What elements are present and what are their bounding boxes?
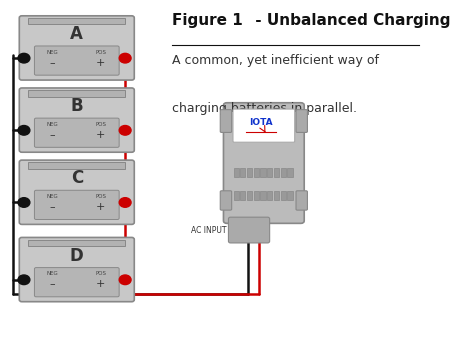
Bar xyxy=(261,168,265,177)
Bar xyxy=(267,191,273,200)
Bar xyxy=(240,168,246,177)
FancyBboxPatch shape xyxy=(35,190,119,219)
FancyBboxPatch shape xyxy=(220,110,232,132)
Text: +: + xyxy=(96,279,106,289)
Text: –: – xyxy=(50,202,55,212)
Bar xyxy=(281,168,286,177)
Bar xyxy=(254,191,259,200)
Bar xyxy=(234,191,239,200)
FancyBboxPatch shape xyxy=(35,118,119,147)
Circle shape xyxy=(18,275,30,285)
Text: NEG: NEG xyxy=(47,194,58,199)
Bar xyxy=(261,191,265,200)
Text: POS: POS xyxy=(95,271,107,276)
Bar xyxy=(281,191,286,200)
Bar xyxy=(287,168,292,177)
FancyBboxPatch shape xyxy=(35,46,119,75)
Bar xyxy=(287,191,292,200)
Bar xyxy=(28,18,125,24)
Text: NEG: NEG xyxy=(47,271,58,276)
Text: NEG: NEG xyxy=(47,50,58,55)
Bar xyxy=(28,239,125,246)
FancyBboxPatch shape xyxy=(296,110,308,132)
FancyBboxPatch shape xyxy=(220,191,232,210)
Bar xyxy=(254,168,259,177)
FancyBboxPatch shape xyxy=(19,160,134,224)
Circle shape xyxy=(119,53,131,63)
Text: charging batteries in parallel.: charging batteries in parallel. xyxy=(172,102,357,115)
FancyBboxPatch shape xyxy=(233,109,295,142)
Circle shape xyxy=(18,126,30,135)
Text: POS: POS xyxy=(95,122,107,127)
FancyBboxPatch shape xyxy=(19,88,134,152)
Circle shape xyxy=(119,126,131,135)
Bar xyxy=(240,191,246,200)
Bar xyxy=(274,191,279,200)
Circle shape xyxy=(18,53,30,63)
Text: –: – xyxy=(50,130,55,140)
Text: –: – xyxy=(50,58,55,68)
FancyBboxPatch shape xyxy=(296,191,308,210)
Circle shape xyxy=(18,198,30,207)
Circle shape xyxy=(119,275,131,285)
Bar xyxy=(267,168,273,177)
Circle shape xyxy=(119,198,131,207)
Text: A common, yet inefficient way of: A common, yet inefficient way of xyxy=(172,54,379,67)
Bar xyxy=(274,168,279,177)
FancyBboxPatch shape xyxy=(223,103,304,223)
Bar xyxy=(247,191,252,200)
Text: POS: POS xyxy=(95,194,107,199)
Text: A: A xyxy=(70,25,83,43)
Bar xyxy=(28,162,125,169)
Text: Figure 1: Figure 1 xyxy=(172,13,243,28)
Text: –: – xyxy=(50,279,55,289)
Text: D: D xyxy=(70,247,83,265)
Text: NEG: NEG xyxy=(47,122,58,127)
Text: - Unbalanced Charging: - Unbalanced Charging xyxy=(250,13,451,28)
Text: IOTA: IOTA xyxy=(249,118,273,127)
Text: +: + xyxy=(96,58,106,68)
Text: AC INPUT: AC INPUT xyxy=(191,226,226,235)
FancyBboxPatch shape xyxy=(19,16,134,80)
Bar xyxy=(234,168,239,177)
Bar xyxy=(247,168,252,177)
Bar xyxy=(28,90,125,97)
FancyBboxPatch shape xyxy=(228,217,270,243)
Text: +: + xyxy=(96,130,106,140)
Text: C: C xyxy=(71,169,83,187)
Text: POS: POS xyxy=(95,50,107,55)
Text: B: B xyxy=(71,97,83,115)
FancyBboxPatch shape xyxy=(35,268,119,297)
Text: +: + xyxy=(96,202,106,212)
FancyBboxPatch shape xyxy=(19,237,134,302)
